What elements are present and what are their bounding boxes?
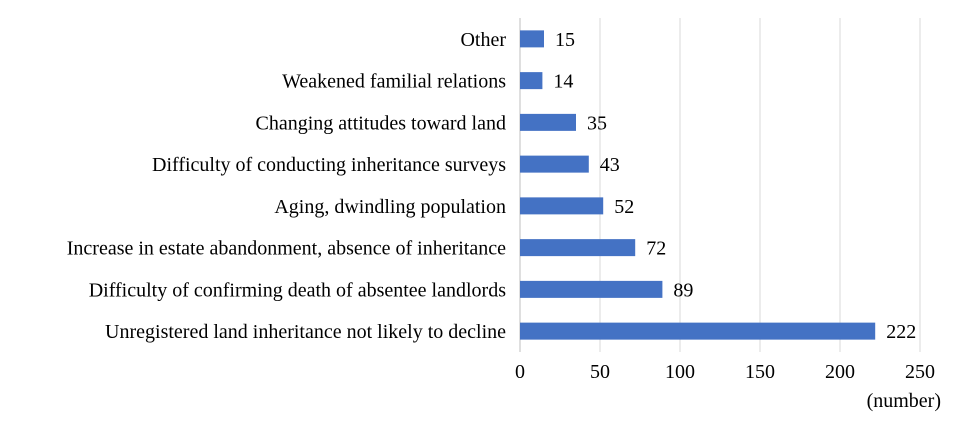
category-label: Changing attitudes toward land — [255, 112, 506, 134]
bar — [520, 30, 544, 48]
x-tick-label: 150 — [745, 361, 775, 383]
data-label: 222 — [886, 321, 916, 343]
data-label: 14 — [553, 71, 573, 93]
x-tick-label: 0 — [515, 361, 525, 383]
bar — [520, 155, 589, 173]
category-label: Other — [460, 29, 506, 51]
x-tick-label: 250 — [905, 361, 935, 383]
data-label: 15 — [555, 29, 575, 51]
category-label: Aging, dwindling population — [274, 196, 506, 218]
category-label: Increase in estate abandonment, absence … — [67, 238, 506, 260]
x-axis-label: (number) — [867, 390, 941, 412]
bar — [520, 197, 604, 215]
grid-layer — [519, 18, 921, 352]
data-label: 52 — [614, 196, 634, 218]
bar — [520, 239, 636, 257]
x-tick-label: 100 — [665, 361, 695, 383]
bar — [520, 113, 576, 131]
x-tick-label: 200 — [825, 361, 855, 383]
category-label: Unregistered land inheritance not likely… — [105, 321, 506, 343]
bar — [520, 72, 543, 90]
data-label: 35 — [587, 112, 607, 134]
data-label: 89 — [673, 279, 693, 301]
labels-layer: 0 50 100 150 200 250 Other 15 Weakened familial … — [67, 29, 935, 383]
bars-layer — [520, 30, 876, 340]
data-label: 72 — [646, 238, 666, 260]
category-label: Difficulty of conducting inheritance sur… — [152, 154, 506, 176]
x-tick-label: 50 — [590, 361, 610, 383]
data-label: 43 — [600, 154, 620, 176]
category-label: Weakened familial relations — [282, 71, 506, 93]
bar — [520, 322, 876, 340]
category-label: Difficulty of confirming death of absent… — [89, 279, 507, 301]
bar — [520, 280, 663, 298]
